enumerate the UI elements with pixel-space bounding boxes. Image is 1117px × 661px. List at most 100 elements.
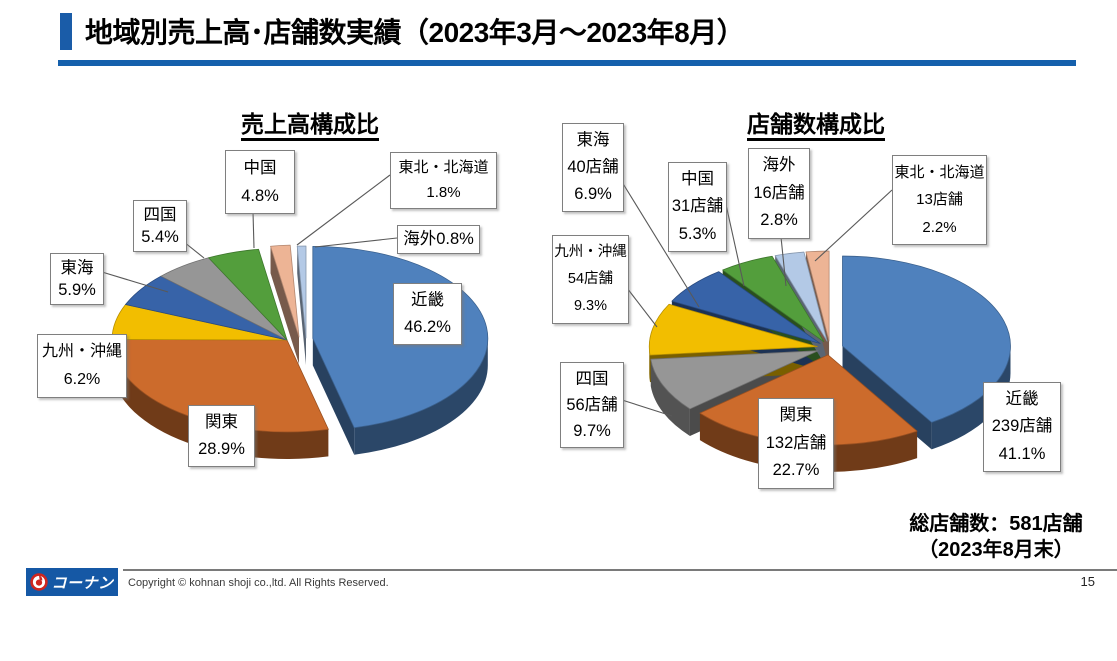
sales-pie-shikoku-leader-line — [183, 241, 205, 259]
sales-pie-slice-tohoku-hokkaido-cut-wall — [270, 246, 299, 364]
stores-pie-callout-overseas-line1: 海外 — [762, 155, 796, 174]
stores-pie-callout-tokai-line3: 6.9% — [574, 185, 612, 203]
stores-pie-slice-kyushu-okinawa — [648, 303, 818, 356]
sales-pie-slice-overseas-cut-wall — [297, 246, 306, 365]
sales-pie-tokai-leader-line — [101, 271, 169, 293]
stores-pie-callout-tohoku-hokkaido-line2: 13店舗 — [916, 191, 963, 209]
sales-pie-callout-chugoku: 中国 4.8% — [225, 150, 295, 214]
stores-pie-callout-tokai: 東海 40店舗 6.9% — [562, 123, 624, 212]
stores-pie-callout-tokai-line1: 東海 — [576, 131, 610, 149]
stores-pie-callout-overseas-line2: 16店舗 — [753, 183, 805, 202]
stores-pie-callout-chugoku-line2: 31店舗 — [671, 197, 724, 216]
page-number: 15 — [1080, 574, 1095, 589]
sales-pie-slice-kinki-cut-wall — [312, 338, 355, 455]
stores-pie-callout-kanto: 関東 132店舗 22.7% — [758, 398, 834, 489]
stores-pie-slice-kinki-side-wall — [931, 346, 1011, 450]
stores-pie-slice-kanto-side-wall — [699, 413, 918, 472]
kohnan-logo: コーナン — [26, 568, 118, 596]
sales-pie-callout-kinki-line2: 46.2% — [404, 318, 451, 336]
stores-pie-callout-kyushu-okinawa-line2: 54店舗 — [567, 271, 614, 287]
sales-pie-callout-kyushu-okinawa-line1: 九州・沖縄 — [41, 343, 122, 360]
stores-chart-title: 店舗数構成比 — [686, 105, 946, 141]
sales-chart-title: 売上高構成比 — [180, 105, 440, 141]
sales-pie-callout-kyushu-okinawa: 九州・沖縄 6.2% — [37, 334, 127, 398]
sales-pie-callout-kanto: 関東 28.9% — [188, 405, 255, 467]
stores-pie-callout-tohoku-hokkaido: 東北・北海道 13店舗 2.2% — [892, 155, 987, 245]
stores-pie-slice-kyushu-okinawa-side-wall — [649, 346, 650, 383]
sales-pie-callout-kanto-line1: 関東 — [205, 413, 238, 431]
stores-pie-callout-tohoku-hokkaido-line1: 東北・北海道 — [894, 164, 985, 181]
stores-pie-callout-kanto-line2: 132店舗 — [765, 433, 827, 452]
stores-pie-shikoku-leader-line — [621, 399, 673, 417]
sales-pie-slice-chugoku — [208, 248, 288, 341]
sales-pie-callout-tokai-line2: 5.9% — [58, 281, 96, 299]
stores-pie-tokai-leader-line — [621, 181, 700, 308]
stores-pie-tohoku-hokkaido-leader-line — [814, 189, 893, 262]
stores-pie-callout-kinki-line2: 239店舗 — [991, 417, 1053, 436]
sales-pie-slice-overseas — [296, 245, 307, 339]
kohnan-logo-text: コーナン — [51, 574, 114, 592]
total-stores-line2: （2023年8月末） — [918, 539, 1074, 561]
title-underline-rule — [58, 60, 1076, 66]
sales-pie-callout-chugoku-line1: 中国 — [243, 159, 277, 177]
sales-pie-slice-kanto-side-wall — [112, 340, 329, 459]
sales-pie-callout-kyushu-okinawa-line2: 6.2% — [63, 371, 101, 388]
sales-pie-callout-kinki-line1: 近畿 — [411, 291, 444, 309]
stores-pie-slice-kinki — [842, 255, 1011, 423]
stores-pie-callout-overseas: 海外 16店舗 2.8% — [748, 148, 810, 239]
stores-pie-callout-overseas-line3: 2.8% — [760, 211, 798, 230]
footer-divider — [123, 569, 1117, 571]
stores-pie-slice-overseas — [774, 251, 828, 342]
sales-pie-callout-tohoku-hokkaido-line2: 1.8% — [426, 183, 461, 201]
sales-pie-tohoku-hokkaido-leader-line — [296, 174, 391, 246]
stores-pie-chugoku-leader-line — [724, 199, 745, 287]
sales-pie-callout-tokai: 東海 5.9% — [50, 253, 104, 305]
stores-pie-callout-shikoku-line1: 四国 — [575, 370, 609, 388]
sales-pie-slice-kinki-side-wall — [354, 338, 488, 455]
sales-pie-callout-shikoku-line1: 四国 — [143, 206, 177, 224]
stores-pie-callout-kinki: 近畿 239店舗 41.1% — [983, 382, 1061, 472]
sales-pie-chugoku-leader-line — [252, 211, 255, 249]
stores-pie-slice-chugoku — [722, 255, 825, 343]
stores-pie-callout-chugoku-line1: 中国 — [681, 170, 714, 188]
stores-pie-callout-kinki-line3: 41.1% — [998, 444, 1046, 463]
stores-pie-callout-kyushu-okinawa: 九州・沖縄 54店舗 9.3% — [552, 235, 629, 324]
sales-pie-overseas-leader-line — [314, 237, 398, 248]
stores-pie-callout-shikoku: 四国 56店舗 9.7% — [560, 362, 624, 448]
stores-pie-slice-kinki-cut-wall — [842, 346, 932, 450]
sales-pie-slice-tohoku-hokkaido — [270, 244, 300, 338]
stores-pie-slice-shikoku-side-wall — [650, 359, 690, 436]
stores-pie-slice-shikoku — [650, 350, 819, 410]
stores-pie-callout-chugoku: 中国 31店舗 5.3% — [668, 162, 727, 252]
sales-pie-callout-overseas: 海外0.8% — [397, 225, 480, 254]
stores-pie-callout-tohoku-hokkaido-line3: 2.2% — [922, 218, 957, 236]
sales-pie-callout-kanto-line2: 28.9% — [198, 440, 245, 458]
stores-pie-callout-shikoku-line2: 56店舗 — [566, 396, 618, 414]
stores-pie-callout-shikoku-line3: 9.7% — [573, 422, 611, 440]
sales-pie-callout-tohoku-hokkaido: 東北・北海道 1.8% — [390, 152, 497, 209]
title-accent-bar — [60, 13, 72, 50]
stores-pie-overseas-leader-line — [780, 236, 787, 287]
sales-pie-callout-shikoku-line2: 5.4% — [141, 228, 179, 246]
copyright-text: Copyright © kohnan shoji co.,ltd. All Ri… — [128, 577, 389, 589]
page-title: 地域別売上高･店舗数実績（2023年3月～2023年8月） — [85, 17, 745, 48]
sales-pie-callout-chugoku-line2: 4.8% — [241, 187, 279, 205]
sales-pie-callout-shikoku: 四国 5.4% — [133, 200, 187, 252]
stores-pie-kyushu-okinawa-leader-line — [626, 287, 658, 328]
total-stores-note: 総店舗数：581店舗 （2023年8月末） — [881, 511, 1111, 563]
stores-pie-callout-tokai-line2: 40店舗 — [567, 158, 619, 176]
sales-pie-callout-kinki: 近畿 46.2% — [393, 283, 462, 345]
stores-pie-callout-kyushu-okinawa-line3: 9.3% — [573, 298, 608, 314]
stores-pie-slice-tokai — [671, 271, 821, 344]
kohnan-logo-emblem-icon — [30, 573, 49, 591]
sales-pie-callout-tokai-line1: 東海 — [60, 259, 94, 277]
stores-pie-callout-kinki-line1: 近畿 — [1005, 390, 1039, 408]
stores-pie-slice-tohoku-hokkaido — [805, 250, 830, 342]
total-stores-line1: 総店舗数：581店舗 — [909, 513, 1083, 535]
stores-pie-callout-chugoku-line3: 5.3% — [678, 224, 717, 243]
sales-pie-callout-tohoku-hokkaido-line1: 東北・北海道 — [398, 159, 489, 176]
sales-pie-callout-overseas-line1: 海外0.8% — [403, 230, 474, 248]
stores-pie-callout-kanto-line3: 22.7% — [772, 461, 820, 480]
stores-pie-callout-kyushu-okinawa-line1: 九州・沖縄 — [554, 244, 627, 260]
